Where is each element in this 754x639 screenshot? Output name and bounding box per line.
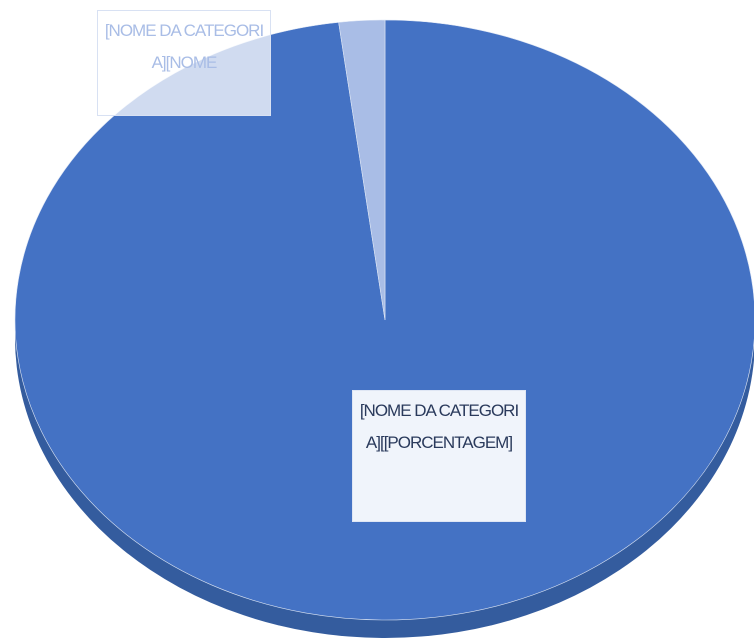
pie-slice [338,19,386,321]
data-label: [NOME DA CATEGORIA][NOME [97,10,271,116]
data-label: [NOME DA CATEGORIA][[PORCENTAGEM] [352,390,526,522]
pie-slice [14,19,754,621]
